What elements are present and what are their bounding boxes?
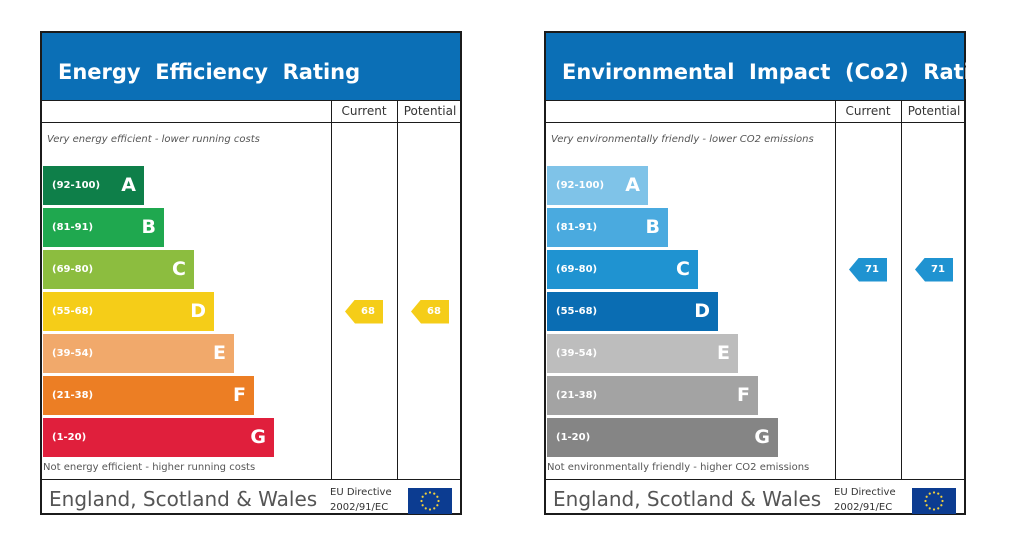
band-range: (92-100)	[52, 180, 101, 191]
band-letter: G	[250, 426, 266, 448]
band-letter: D	[190, 300, 206, 322]
bottom-note: Not energy efficient - higher running co…	[43, 462, 256, 473]
band-e: (39-54) E	[43, 334, 234, 373]
energy-efficiency-chart: Energy Efficiency Rating Current Potential…	[40, 31, 462, 515]
eu-flag-icon	[912, 488, 956, 514]
band-f: (21-38) F	[547, 376, 758, 415]
band-g: (1-20) G	[547, 418, 778, 457]
band-f: (21-38) F	[43, 376, 254, 415]
band-c: (69-80) C	[43, 250, 194, 289]
row-divider	[546, 479, 964, 480]
band-a: (92-100) A	[547, 166, 648, 205]
band-letter: C	[172, 258, 186, 280]
band-c: (69-80) C	[547, 250, 698, 289]
column-divider	[331, 100, 332, 480]
row-divider	[42, 479, 460, 480]
band-range: (39-54)	[556, 348, 598, 359]
eu-directive-code: 2002/91/EC	[834, 502, 893, 513]
column-header-potential: Potential	[907, 104, 961, 118]
column-header-current: Current	[341, 104, 387, 118]
eu-directive-line: EU Directive	[330, 487, 392, 498]
chart-title: Energy Efficiency Rating	[42, 33, 460, 100]
band-letter: E	[717, 342, 730, 364]
eu-directive-code: 2002/91/EC	[330, 502, 389, 513]
potential-rating-arrow: 68	[411, 299, 449, 324]
eu-directive-line: EU Directive	[834, 487, 896, 498]
band-letter: B	[141, 216, 156, 238]
chart-title: Environmental Impact (Co2) Rating	[546, 33, 1001, 100]
band-letter: A	[625, 174, 640, 196]
band-letter: E	[213, 342, 226, 364]
band-letter: D	[694, 300, 710, 322]
band-e: (39-54) E	[547, 334, 738, 373]
eu-flag-icon	[408, 488, 452, 514]
country-label: England, Scotland & Wales	[553, 487, 822, 511]
row-divider	[42, 122, 460, 123]
band-range: (55-68)	[556, 306, 598, 317]
column-header-current: Current	[845, 104, 891, 118]
band-range: (21-38)	[556, 390, 598, 401]
band-a: (92-100) A	[43, 166, 144, 205]
band-letter: A	[121, 174, 136, 196]
band-range: (69-80)	[52, 264, 94, 275]
band-range: (81-91)	[52, 222, 94, 233]
band-d: (55-68) D	[547, 292, 718, 331]
eu-directive: EU Directive 2002/91/EC	[330, 485, 392, 515]
environmental-impact-chart: Environmental Impact (Co2) Rating Current…	[544, 31, 1001, 515]
column-divider	[901, 100, 902, 480]
band-letter: F	[233, 384, 246, 406]
column-header-potential: Potential	[403, 104, 457, 118]
band-b: (81-91) B	[43, 208, 164, 247]
band-range: (21-38)	[52, 390, 94, 401]
band-letter: F	[737, 384, 750, 406]
row-divider	[42, 100, 460, 101]
top-note: Very environmentally friendly - lower CO…	[551, 134, 814, 145]
band-range: (55-68)	[52, 306, 94, 317]
band-range: (1-20)	[52, 432, 87, 443]
country-label: England, Scotland & Wales	[49, 487, 318, 511]
band-range: (69-80)	[556, 264, 598, 275]
band-range: (81-91)	[556, 222, 598, 233]
band-letter: C	[676, 258, 690, 280]
band-g: (1-20) G	[43, 418, 274, 457]
band-d: (55-68) D	[43, 292, 214, 331]
potential-rating-arrow: 71	[915, 257, 953, 282]
current-rating-arrow: 71	[849, 257, 887, 282]
band-letter: B	[645, 216, 660, 238]
bottom-note: Not environmentally friendly - higher CO…	[547, 462, 810, 473]
row-divider	[546, 100, 964, 101]
band-letter: G	[754, 426, 770, 448]
band-range: (92-100)	[556, 180, 605, 191]
current-rating-arrow: 68	[345, 299, 383, 324]
column-divider	[397, 100, 398, 480]
top-note: Very energy efficient - lower running co…	[47, 134, 260, 145]
band-b: (81-91) B	[547, 208, 668, 247]
row-divider	[546, 122, 964, 123]
eu-directive: EU Directive 2002/91/EC	[834, 485, 896, 515]
column-divider	[835, 100, 836, 480]
band-range: (39-54)	[52, 348, 94, 359]
band-range: (1-20)	[556, 432, 591, 443]
